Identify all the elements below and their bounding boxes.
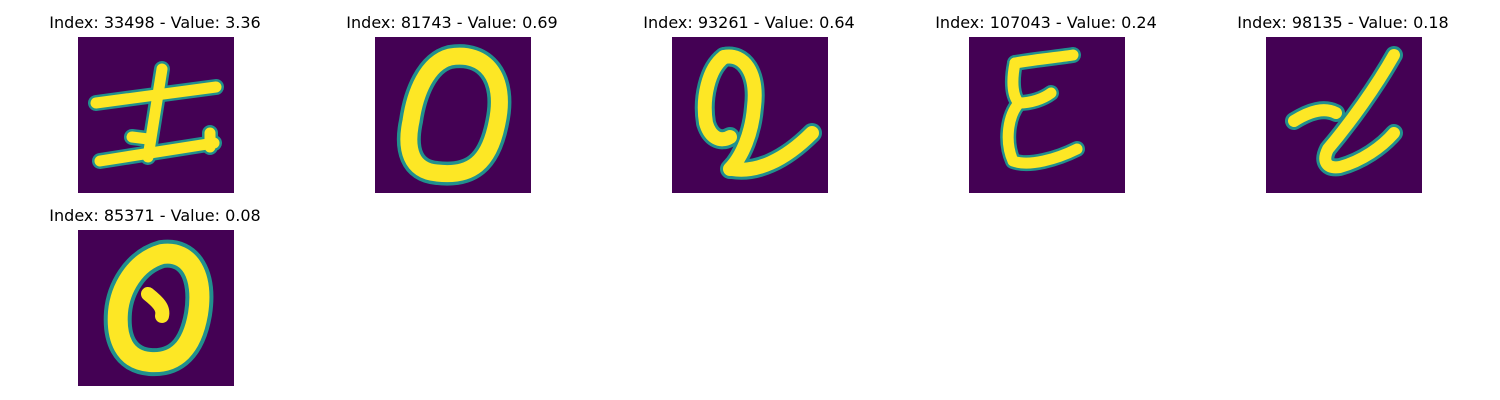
digit-glyph — [396, 44, 512, 186]
digit-glyph — [88, 61, 224, 169]
panel-title: Index: 85371 - Value: 0.08 — [49, 206, 261, 225]
panel-title: Index: 81743 - Value: 0.69 — [346, 13, 558, 32]
panel-3: Index: 93261 - Value: 0.64 — [594, 0, 894, 193]
digit-image — [78, 37, 234, 193]
digit-image — [375, 37, 531, 193]
panel-1: Index: 33498 - Value: 3.36 — [0, 0, 300, 193]
panel-title: Index: 93261 - Value: 0.64 — [643, 13, 855, 32]
panel-5: Index: 98135 - Value: 0.18 — [1188, 0, 1488, 193]
digit-image — [969, 37, 1125, 193]
panel-title: Index: 33498 - Value: 3.36 — [49, 13, 261, 32]
digit-glyph — [1000, 47, 1085, 172]
panel-6: Index: 85371 - Value: 0.08 — [0, 193, 300, 386]
panel-title: Index: 107043 - Value: 0.24 — [935, 13, 1157, 32]
digit-image — [78, 230, 234, 386]
digit-glyph — [103, 239, 214, 377]
panel-title: Index: 98135 - Value: 0.18 — [1237, 13, 1449, 32]
digit-glyph — [1285, 46, 1403, 177]
panel-2: Index: 81743 - Value: 0.69 — [297, 0, 597, 193]
panel-4: Index: 107043 - Value: 0.24 — [891, 0, 1191, 193]
digit-image — [1266, 37, 1422, 193]
digit-glyph — [694, 46, 822, 180]
digit-image — [672, 37, 828, 193]
